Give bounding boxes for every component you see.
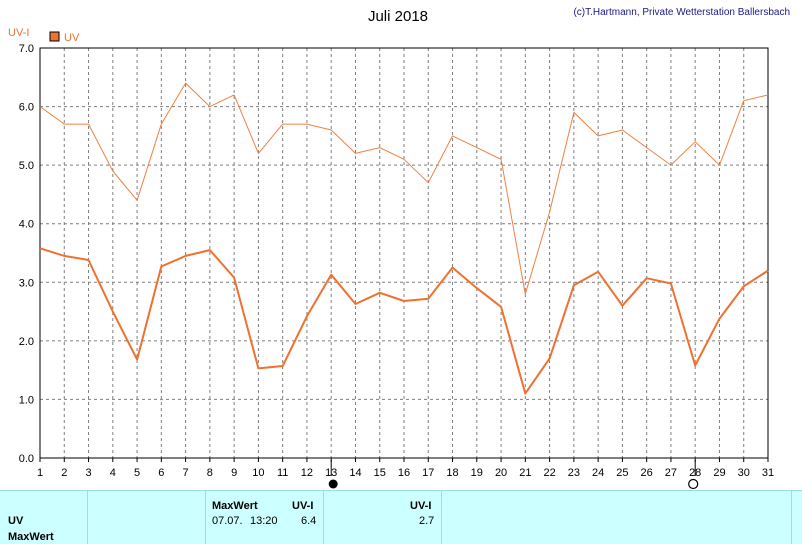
summary-maxwert-column: MaxWert UV-I 07.07. 13:20 6.4: [206, 491, 324, 544]
y-tick-label: 2.0: [19, 336, 34, 348]
x-tick-label: 17: [422, 467, 434, 479]
x-tick-label: 3: [85, 467, 91, 479]
y-tick-label: 3.0: [19, 277, 34, 289]
y-tick-label: 4.0: [19, 219, 34, 231]
x-tick-label: 4: [110, 467, 116, 479]
chart-title: Juli 2018: [368, 8, 428, 25]
x-tick-label: 2: [61, 467, 67, 479]
x-tick-label: 14: [349, 467, 361, 479]
x-tick-label: 9: [231, 467, 237, 479]
uvi-header-2: UV-I: [410, 500, 431, 512]
legend-label: UV: [64, 32, 80, 44]
x-tick-label: 19: [471, 467, 483, 479]
x-tick-label: 6: [158, 467, 164, 479]
x-tick-label: 11: [277, 467, 288, 479]
x-tick-label: 22: [543, 467, 555, 479]
max-date: 07.07.: [212, 515, 243, 527]
y-axis-label: UV-I: [8, 27, 29, 39]
y-tick-label: 0.0: [19, 453, 34, 465]
x-tick-label: 23: [568, 467, 580, 479]
x-tick-label: 25: [616, 467, 628, 479]
second-value: 2.7: [419, 515, 434, 527]
x-tick-label: 13: [325, 467, 337, 479]
chart-credit: (c)T.Hartmann, Private Wetterstation Bal…: [573, 7, 790, 18]
x-tick-label: 1: [37, 467, 43, 479]
x-tick-label: 15: [374, 467, 386, 479]
x-tick-label: 20: [495, 467, 507, 479]
y-tick-label: 1.0: [19, 394, 34, 406]
y-tick-label: 5.0: [19, 160, 34, 172]
new-moon-icon: [329, 480, 338, 489]
uvi-header: UV-I: [292, 500, 313, 512]
summary-label-column: UV MaxWert: [0, 491, 88, 544]
x-tick-label: 24: [592, 467, 604, 479]
summary-empty-wide-column: [442, 491, 792, 544]
x-tick-label: 8: [207, 467, 213, 479]
x-tick-label: 26: [641, 467, 653, 479]
x-tick-label: 31: [762, 467, 774, 479]
x-tick-label: 28: [689, 467, 701, 479]
x-tick-label: 10: [252, 467, 264, 479]
y-tick-label: 7.0: [19, 43, 34, 55]
x-tick-label: 29: [713, 467, 725, 479]
y-tick-label: 6.0: [19, 102, 34, 114]
full-moon-icon: [689, 480, 698, 489]
row-label-uv: UV: [8, 515, 23, 527]
x-tick-label: 27: [665, 467, 677, 479]
x-tick-label: 18: [446, 467, 458, 479]
summary-table: UV MaxWert MaxWert UV-I 07.07. 13:20 6.4…: [0, 490, 802, 544]
x-tick-label: 16: [398, 467, 410, 479]
maxwert-header: MaxWert: [212, 500, 258, 512]
legend-swatch: [50, 32, 59, 41]
summary-second-column: UV-I 2.7: [324, 491, 442, 544]
x-tick-label: 5: [134, 467, 140, 479]
row-label-maxwert: MaxWert: [8, 531, 54, 543]
x-tick-label: 12: [301, 467, 313, 479]
max-time: 13:20: [250, 515, 278, 527]
max-value: 6.4: [301, 515, 316, 527]
x-tick-label: 7: [183, 467, 189, 479]
x-tick-label: 30: [738, 467, 750, 479]
x-tick-label: 21: [519, 467, 531, 479]
summary-empty-column: [88, 491, 206, 544]
